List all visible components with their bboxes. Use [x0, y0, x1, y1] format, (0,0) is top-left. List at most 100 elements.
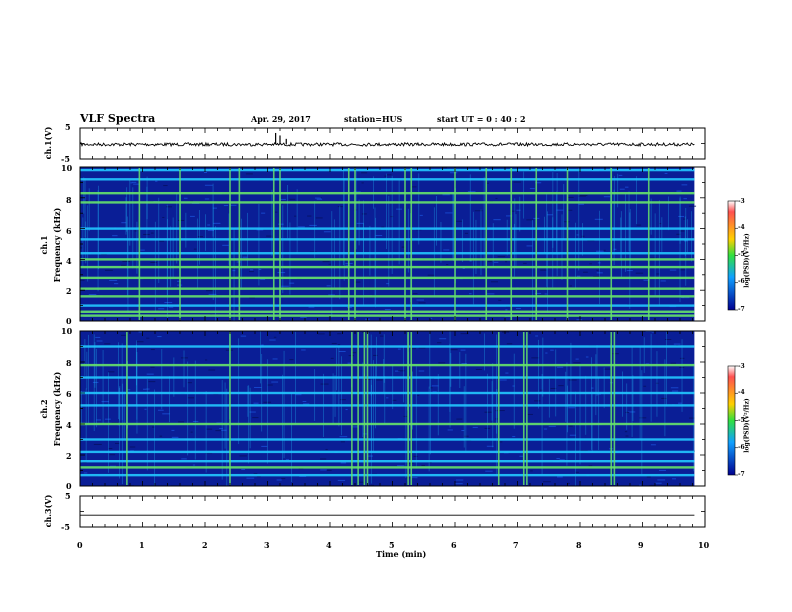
s1-noise	[535, 182, 542, 184]
figure-title: VLF Spectra	[80, 112, 156, 125]
s1-noise	[80, 279, 85, 281]
s2-ytick-8: 8	[66, 358, 72, 368]
s2-noise	[624, 431, 628, 433]
s1-noise	[281, 285, 289, 287]
s1-ytick-2: 2	[66, 286, 72, 296]
s2-noise	[486, 445, 494, 447]
s1-noise	[493, 261, 499, 263]
s1-noise	[249, 271, 254, 273]
s2-noise	[302, 401, 307, 403]
s2-noise	[362, 332, 370, 334]
s2-noise	[410, 348, 416, 350]
s2-noise	[512, 385, 515, 387]
s2-noise	[129, 446, 136, 448]
s1-band-9	[80, 238, 695, 241]
s2-noise	[658, 469, 666, 471]
s2-noise	[495, 410, 501, 412]
s2-noise	[101, 401, 109, 403]
s2-noise	[109, 465, 117, 467]
s2-noise	[591, 387, 594, 389]
s2-noise	[159, 435, 163, 437]
s2-noise	[461, 363, 467, 365]
ch1-voltage-ylabel: ch.1(V)	[43, 126, 53, 160]
s1-band-2	[80, 304, 695, 307]
ch2-freq-channel-label: ch.2	[39, 399, 49, 419]
s1-noise	[467, 191, 476, 193]
s2-noise	[285, 459, 290, 461]
s1-noise	[326, 285, 331, 287]
s1-noise	[456, 220, 463, 222]
s1-noise	[353, 191, 361, 193]
s1-noise	[576, 319, 583, 321]
s1-band-14	[80, 168, 695, 172]
s2-band-7	[80, 391, 695, 395]
s1-noise	[298, 226, 305, 228]
s1-noise	[576, 275, 581, 277]
s2-noise	[431, 385, 439, 387]
s2-noise	[273, 336, 277, 338]
s2-noise	[557, 366, 564, 368]
xtick-3: 3	[264, 540, 270, 550]
s2-noise	[484, 411, 492, 413]
s1-noise	[162, 216, 165, 218]
s1-noise	[249, 297, 255, 299]
s2-noise	[271, 381, 279, 383]
s1-noise	[656, 273, 660, 275]
s2-noise	[351, 352, 357, 354]
s1-noise	[603, 249, 606, 251]
s1-noise	[589, 263, 592, 265]
s2-noise	[436, 342, 442, 344]
s2-band-8	[80, 376, 695, 379]
s1-noise	[643, 279, 650, 281]
s1-noise	[328, 263, 331, 265]
s1-background	[80, 167, 695, 321]
s2-noise	[394, 370, 400, 372]
s1-noise	[596, 269, 599, 271]
s2-noise	[645, 331, 652, 333]
s1-noise	[121, 222, 127, 224]
s1-noise	[581, 235, 585, 237]
s1-noise	[213, 222, 221, 224]
s2-noise	[330, 357, 334, 359]
s1-noise	[307, 215, 312, 217]
xtick-2: 2	[202, 540, 208, 550]
ch1-freq-channel-label: ch.1	[39, 235, 49, 255]
s2-noise	[679, 357, 685, 359]
s2-noise	[670, 362, 676, 364]
s1-noise	[260, 278, 266, 280]
s1-noise	[289, 198, 296, 200]
s1-noise	[580, 195, 588, 197]
start-time-label: start UT = 0 : 40 : 2	[437, 114, 526, 124]
s1-noise	[384, 175, 387, 177]
s2-noise	[679, 366, 685, 368]
ch1-voltage-panel	[79, 127, 706, 160]
s2-noise	[340, 462, 347, 464]
s2-noise	[301, 349, 306, 351]
s1-noise	[294, 215, 297, 217]
s1-noise	[206, 290, 213, 292]
s2-band-0	[80, 473, 695, 477]
s1-noise	[131, 181, 137, 183]
s2-noise	[261, 445, 268, 447]
s1-noise	[578, 203, 585, 205]
s2-noise	[588, 465, 593, 467]
s1-noise	[681, 184, 688, 186]
s1-noise	[635, 272, 644, 274]
s1-noise	[427, 274, 435, 276]
s1-noise	[396, 208, 403, 210]
ch1-ytick-bottom: -5	[61, 154, 70, 164]
s2-noise	[121, 334, 126, 336]
s2-noise	[678, 402, 682, 404]
s2-noise	[612, 353, 619, 355]
s1-noise	[166, 206, 173, 208]
s1-noise	[104, 269, 113, 271]
s2-noise	[657, 479, 666, 481]
s1-noise	[230, 204, 237, 206]
s1-noise	[278, 223, 284, 225]
s2-noise	[397, 465, 405, 467]
s1-noise	[534, 292, 542, 294]
s1-noise	[597, 262, 601, 264]
s2-noise	[267, 384, 273, 386]
s1-noise	[133, 183, 140, 185]
s2-noise	[157, 409, 164, 411]
